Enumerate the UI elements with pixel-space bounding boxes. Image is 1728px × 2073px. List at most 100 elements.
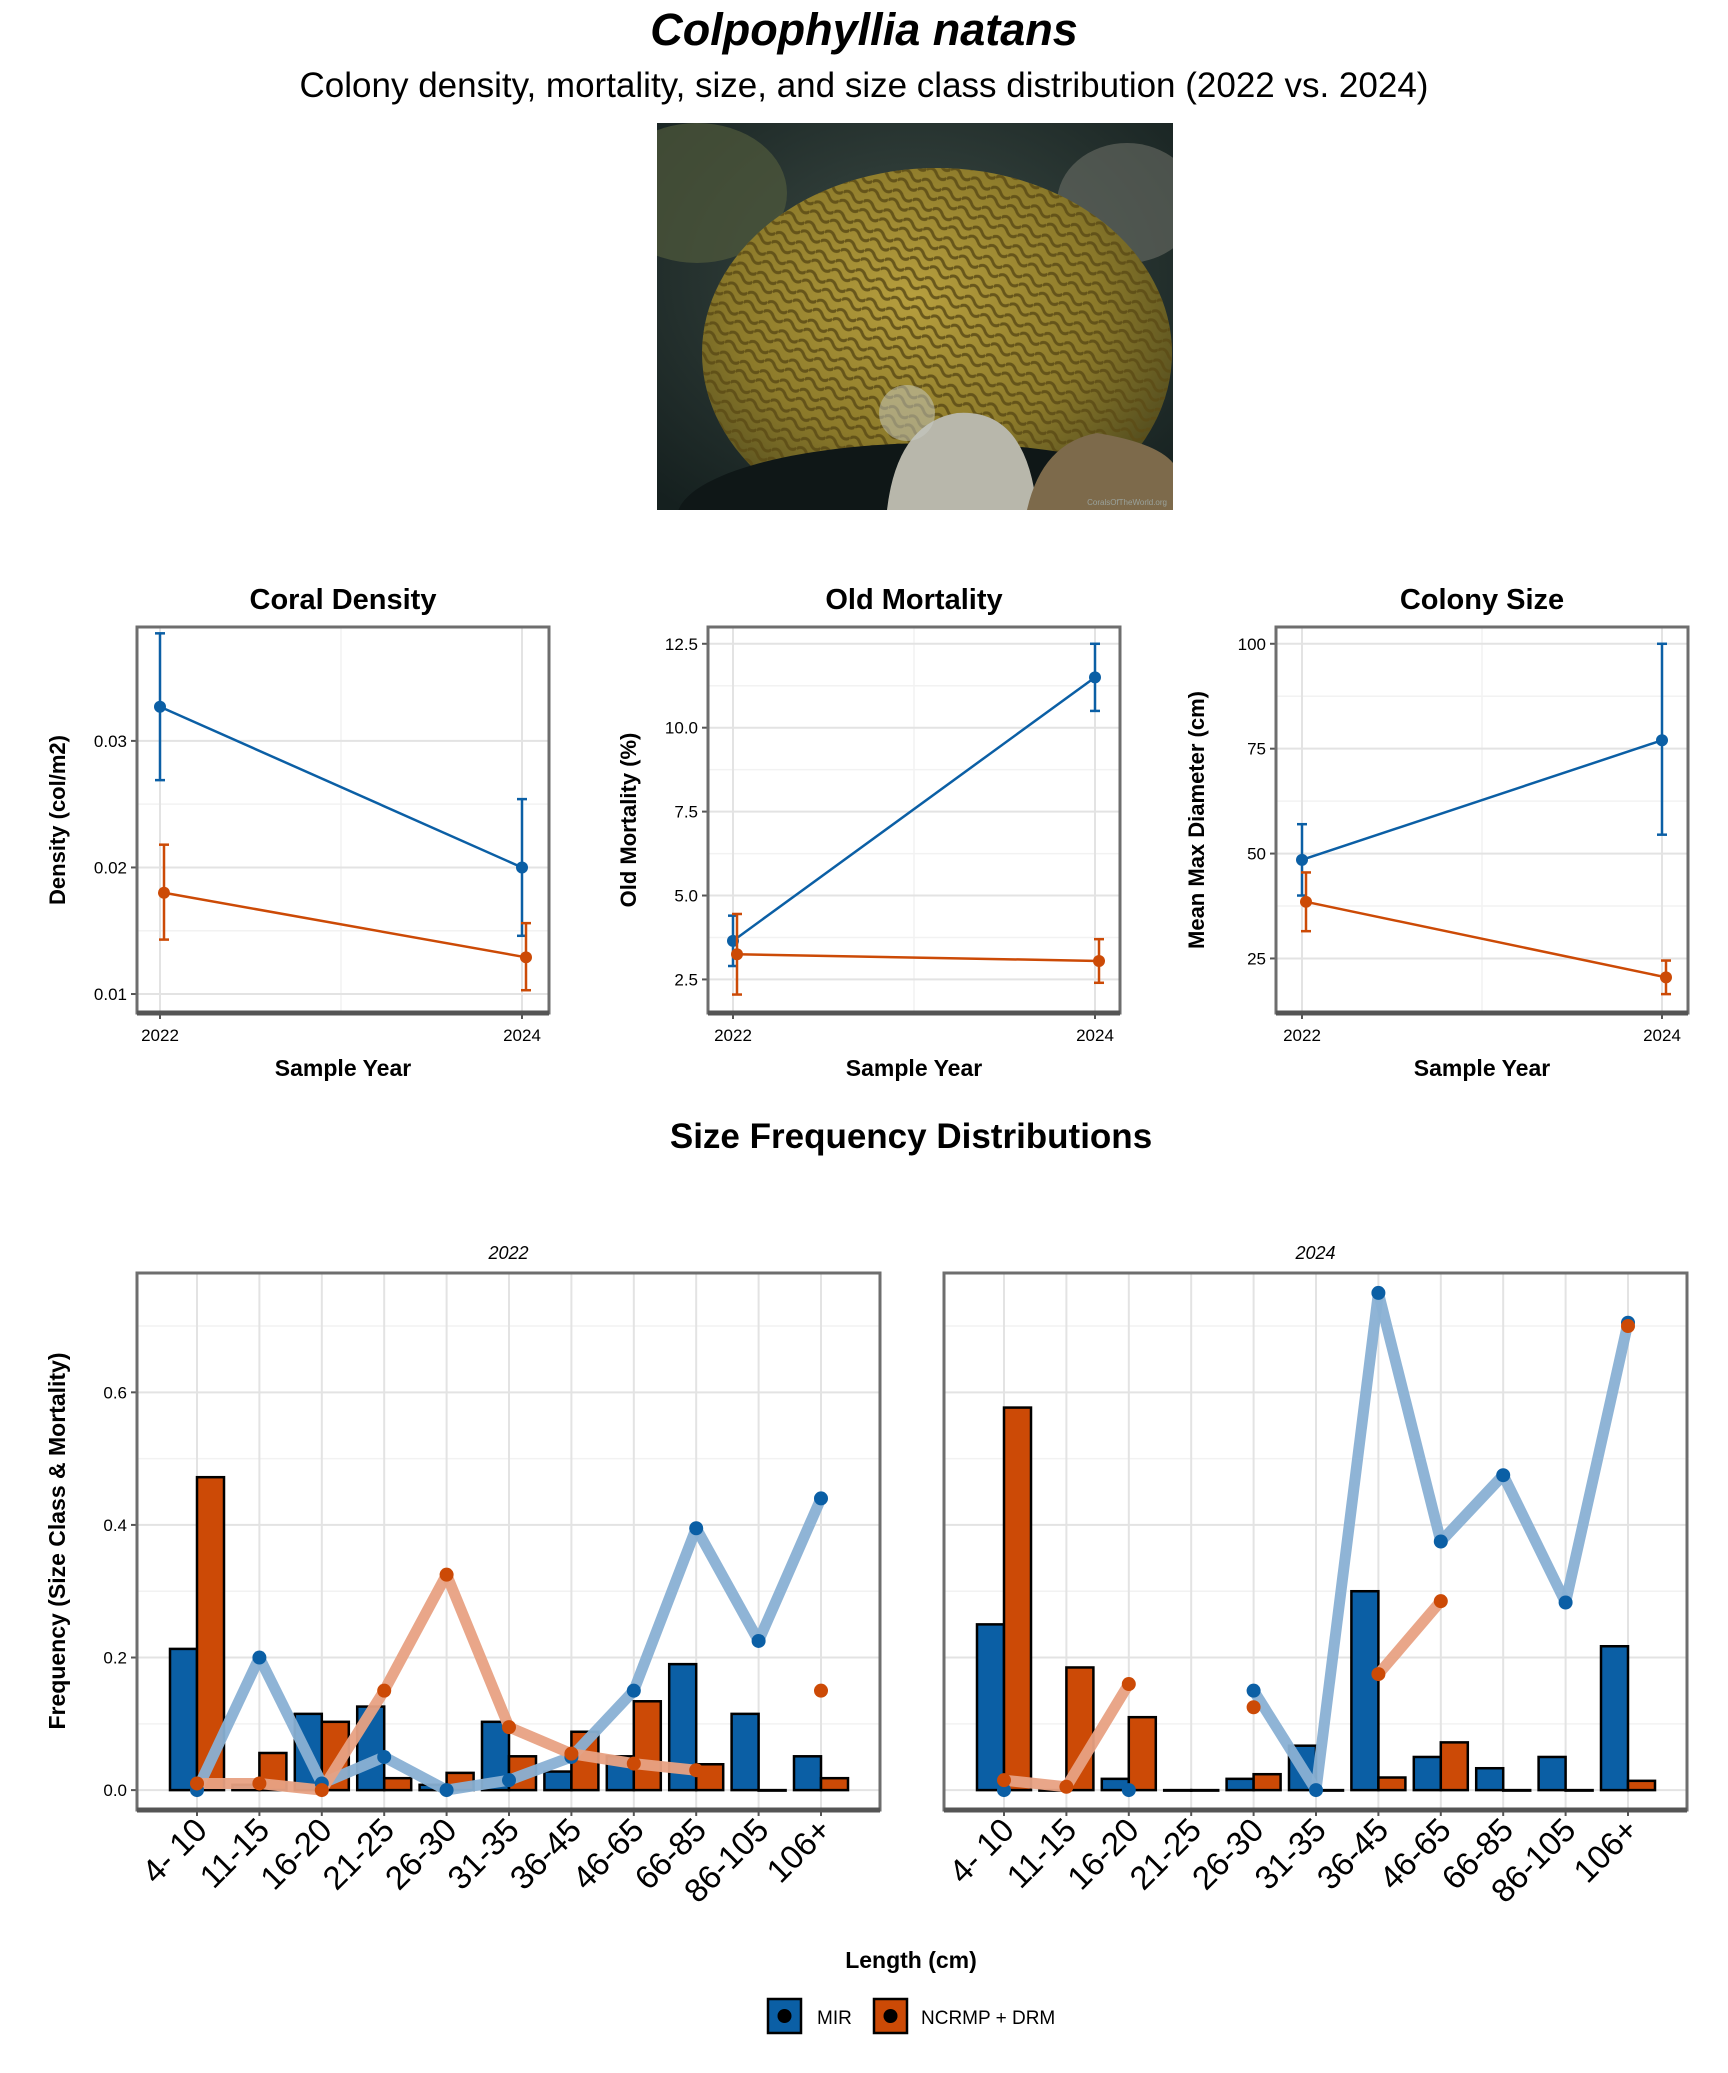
y-axis-label: Density (col/m2) xyxy=(45,735,70,905)
x-tick-label: 46-65 xyxy=(1372,1811,1458,1897)
mortality-line xyxy=(1061,1681,1134,1790)
mortality-point xyxy=(1371,1285,1386,1300)
mortality-line xyxy=(1003,1774,1067,1793)
mortality-point xyxy=(997,1773,1011,1788)
legend: MIR NCRMP + DRM xyxy=(766,1997,1055,2035)
series-line xyxy=(1301,739,1663,862)
y-tick-label: 25 xyxy=(1247,949,1266,968)
section-title: Size Frequency Distributions xyxy=(670,1117,1152,1156)
bar xyxy=(1252,1772,1282,1792)
x-tick-label: 31-35 xyxy=(440,1811,526,1897)
panel-title: Colony Size xyxy=(1400,584,1564,616)
mortality-line xyxy=(567,1686,638,1761)
mortality-point xyxy=(1121,1677,1136,1692)
panel-background xyxy=(137,627,549,1013)
mortality-point xyxy=(190,1776,204,1791)
mortality-line xyxy=(1374,1597,1445,1678)
bar xyxy=(1350,1589,1380,1792)
y-tick-label: 75 xyxy=(1247,740,1266,759)
bar xyxy=(1564,1788,1594,1792)
bar xyxy=(1225,1777,1255,1792)
x-tick-label: 26-30 xyxy=(1185,1811,1271,1897)
data-point xyxy=(158,886,170,899)
mortality-point xyxy=(689,1763,704,1778)
mortality-point xyxy=(1371,1667,1386,1682)
mortality-line xyxy=(445,1774,510,1796)
mortality-line xyxy=(317,1687,389,1794)
legend-swatch xyxy=(766,1997,803,2035)
mortality-line xyxy=(381,1752,450,1795)
mortality-line xyxy=(506,1722,574,1759)
bar xyxy=(819,1776,850,1792)
x-tick-label: 36-45 xyxy=(1310,1811,1396,1897)
mortality-point xyxy=(564,1746,579,1761)
legend-label: MIR xyxy=(817,2008,852,2029)
data-point xyxy=(516,861,528,874)
legend-marker xyxy=(883,2009,898,2023)
x-tick-label: 2022 xyxy=(714,1026,752,1045)
x-tick-label: 106+ xyxy=(759,1811,838,1890)
mortality-point xyxy=(377,1749,392,1764)
bar xyxy=(1377,1776,1407,1792)
y-tick-label: 10.0 xyxy=(665,719,698,738)
data-point xyxy=(1300,895,1312,908)
y-axis-label: Frequency (Size Class & Mortality) xyxy=(44,1352,70,1729)
mortality-point xyxy=(814,1491,828,1506)
x-tick-label: 46-65 xyxy=(565,1811,651,1897)
x-tick-label: 26-30 xyxy=(378,1811,464,1897)
x-tick-label: 21-25 xyxy=(315,1811,401,1897)
bar xyxy=(1002,1406,1033,1792)
mortality-line xyxy=(628,1526,702,1693)
mortality-line xyxy=(1248,1687,1321,1794)
x-tick-label: 31-35 xyxy=(1247,1811,1333,1897)
bar xyxy=(195,1475,226,1792)
mortality-point xyxy=(1059,1779,1074,1794)
x-tick-label: 2022 xyxy=(1283,1026,1321,1045)
x-axis-label: Sample Year xyxy=(846,1055,982,1081)
x-tick-label: 21-25 xyxy=(1122,1811,1208,1897)
line-panel-3: 25 50 75 100 2022 2024 Colony Size Sample Year M… xyxy=(1184,584,1690,1081)
x-tick-label: 106+ xyxy=(1566,1811,1645,1890)
x-tick-label: 2024 xyxy=(503,1026,541,1045)
y-tick-label: 2.5 xyxy=(674,970,698,989)
data-point xyxy=(1296,853,1308,866)
x-tick-label: 16-20 xyxy=(1060,1811,1146,1897)
data-point xyxy=(1656,734,1668,747)
bar xyxy=(792,1755,823,1792)
series-line xyxy=(159,705,523,869)
mortality-point xyxy=(252,1650,267,1665)
x-tick-label: 2022 xyxy=(141,1026,179,1045)
series-line xyxy=(736,953,1100,963)
facet-panel-2024: 4- 1011-1516-2021-2526-3031-3536-4546-65… xyxy=(942,1243,1689,1910)
bar xyxy=(168,1647,199,1792)
facet-label: 2024 xyxy=(1294,1243,1335,1263)
bar xyxy=(1162,1788,1193,1792)
bar xyxy=(975,1623,1006,1792)
y-axis-label: Old Mortality (%) xyxy=(616,733,641,908)
x-axis-label: Length (cm) xyxy=(845,1947,977,1973)
x-axis-label: Sample Year xyxy=(1414,1055,1550,1081)
mortality-point xyxy=(689,1521,704,1536)
mortality-line xyxy=(1436,1471,1508,1546)
mortality-point xyxy=(814,1683,828,1698)
mortality-line xyxy=(192,1655,265,1793)
bar xyxy=(1189,1788,1220,1792)
mortality-point xyxy=(997,1783,1011,1798)
bar xyxy=(1537,1755,1567,1792)
bar xyxy=(730,1712,760,1792)
mortality-line xyxy=(1310,1292,1384,1791)
mortality-line xyxy=(1560,1321,1634,1604)
x-tick-label: 2024 xyxy=(1076,1026,1114,1045)
y-tick-label: 100 xyxy=(1238,635,1266,654)
bar xyxy=(543,1770,573,1792)
mortality-point xyxy=(439,1783,454,1798)
mortality-point xyxy=(626,1683,641,1698)
y-tick-label: 0.01 xyxy=(94,985,127,1004)
mortality-point xyxy=(1309,1783,1323,1798)
facet-panel-2022: 0.00.20.40.64- 1011-1516-2021-2526-3031-… xyxy=(103,1243,882,1910)
mortality-point xyxy=(626,1756,641,1771)
mortality-point xyxy=(314,1783,329,1798)
mortality-point xyxy=(1621,1319,1635,1334)
legend-marker xyxy=(777,2009,792,2023)
mortality-line xyxy=(254,1655,327,1786)
